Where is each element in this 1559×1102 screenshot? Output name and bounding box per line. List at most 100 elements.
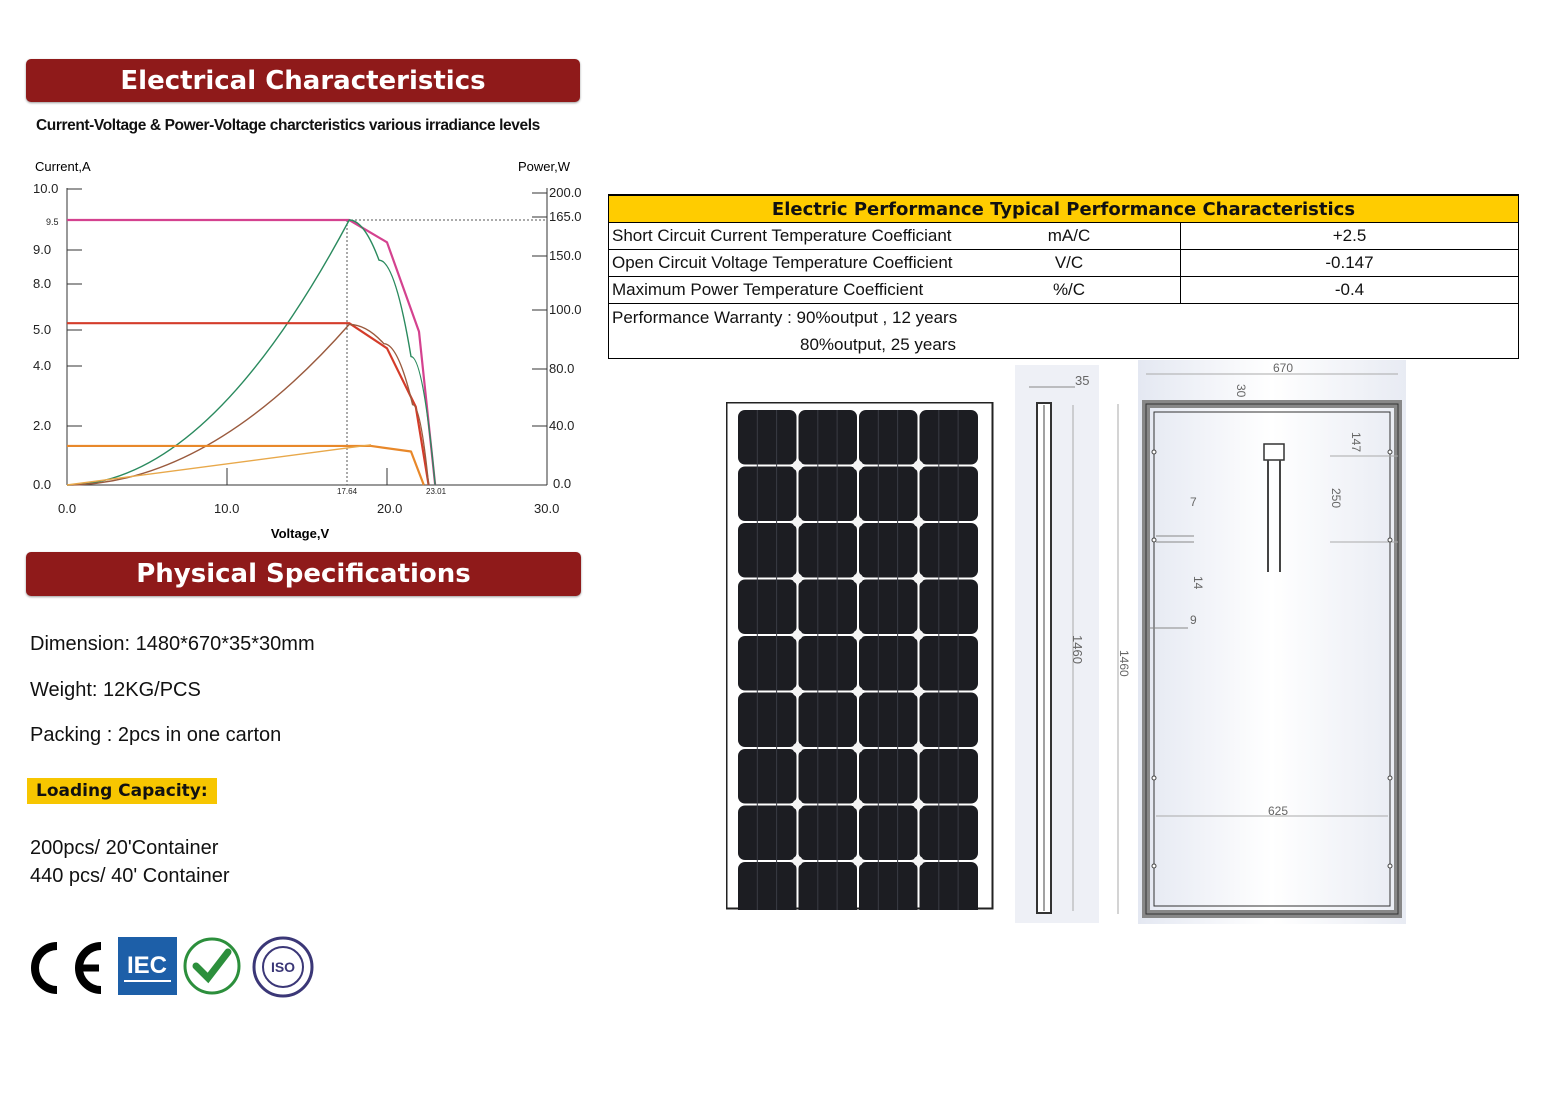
solar-cell [738, 410, 797, 465]
right-tick: 165.0 [549, 209, 582, 224]
packing-spec: Packing : 2pcs in one carton [30, 724, 282, 746]
cell-corner-gap [913, 460, 924, 471]
container-40-spec: 440 pcs/ 40' Container [30, 865, 230, 887]
x-tick: 20.0 [377, 501, 402, 516]
right-axis-label: Power,W [518, 159, 571, 174]
power-curve-1 [66, 219, 436, 486]
solar-cell [859, 862, 918, 910]
right-tick: 80.0 [549, 361, 574, 376]
back-length-dim: 1460 [1117, 650, 1131, 677]
solar-cell [919, 862, 978, 910]
dim-9: 9 [1190, 613, 1197, 627]
inner-width-dim: 625 [1268, 804, 1288, 818]
cell-corner-gap [792, 573, 803, 584]
solar-cell [738, 692, 797, 747]
cell-corner-gap [792, 460, 803, 471]
current-curve-0 [67, 218, 437, 486]
warranty-row: Performance Warranty : 90%output , 12 ye… [608, 303, 1519, 359]
solar-cell [798, 466, 857, 521]
solar-cell [798, 805, 857, 860]
cell-corner-gap [913, 799, 924, 810]
table-row: Maximum Power Temperature Coefficient %/C… [608, 276, 1519, 304]
dim-250: 250 [1329, 488, 1343, 508]
solar-panel-front-image [726, 402, 994, 910]
solar-cell [859, 579, 918, 634]
current-curve-2 [67, 322, 430, 486]
table-cell-value: -0.147 [1180, 249, 1519, 277]
solar-cell [798, 692, 857, 747]
side-depth-dim: 35 [1075, 373, 1089, 388]
power-curve-3 [66, 323, 430, 486]
left-tick: 2.0 [33, 418, 51, 433]
cell-corner-gap [792, 743, 803, 753]
solar-cell [738, 805, 797, 860]
solar-cell [919, 749, 978, 804]
container-20-spec: 200pcs/ 20'Container [30, 837, 219, 859]
left-axis-label: Current,A [35, 159, 91, 174]
cell-corner-gap [853, 460, 863, 471]
power-curve-5 [66, 444, 372, 486]
left-tick: 0.0 [33, 477, 51, 492]
dim-147: 147 [1349, 432, 1363, 452]
solar-cell [859, 466, 918, 521]
frame-30-dim: 30 [1234, 384, 1248, 398]
left-tick: 9.0 [33, 242, 51, 257]
iv-pv-chart: Current,A Power,W Voltage,V 10.0 9.5 9.0… [33, 159, 582, 541]
left-tick: 10.0 [33, 181, 58, 196]
dim-7: 7 [1190, 495, 1197, 509]
vmp-marker-label: 17.64 [337, 487, 358, 496]
panel-back-view-drawing: 670 30 147 250 7 14 9 1460 625 [1117, 360, 1406, 924]
solar-cell [798, 410, 857, 465]
cell-corner-gap [853, 743, 863, 753]
cell-corner-gap [913, 630, 924, 640]
side-length-dim: 1460 [1070, 635, 1085, 664]
cell-corner-gap [853, 573, 863, 584]
left-tick: 5.0 [33, 322, 51, 337]
cell-corner-gap [853, 686, 863, 697]
x-tick: 10.0 [214, 501, 239, 516]
cell-corner-gap [913, 856, 924, 866]
svg-text:IEC: IEC [127, 952, 167, 979]
solar-cell [798, 749, 857, 804]
solar-cell [738, 579, 797, 634]
left-tick: 9.5 [46, 217, 59, 227]
solar-cell [919, 523, 978, 578]
iec-logo-icon: IEC [118, 937, 177, 995]
x-axis-label: Voltage,V [271, 526, 330, 541]
physical-specifications-banner: Physical Specifications [26, 552, 581, 596]
solar-cell [859, 805, 918, 860]
rohs-check-icon [183, 937, 241, 995]
solar-cell [919, 692, 978, 747]
solar-cell [859, 749, 918, 804]
right-tick: 200.0 [549, 185, 582, 200]
solar-cell [738, 749, 797, 804]
solar-cell [919, 805, 978, 860]
table-row: Short Circuit Current Temperature Coeffi… [608, 222, 1519, 250]
solar-cell [919, 410, 978, 465]
cell-corner-gap [913, 573, 924, 584]
right-tick: 40.0 [549, 418, 574, 433]
solar-cell [738, 523, 797, 578]
iso-logo-icon: ISO [252, 936, 314, 998]
solar-cell [798, 862, 857, 910]
solar-cell [859, 523, 918, 578]
cell-corner-gap [792, 686, 803, 697]
ce-mark-icon [31, 942, 102, 994]
solar-cell [738, 636, 797, 691]
solar-cell [738, 466, 797, 521]
cell-corner-gap [792, 517, 803, 527]
solar-cell [919, 636, 978, 691]
cell-corner-gap [913, 686, 924, 697]
solar-cell [798, 636, 857, 691]
right-tick: 100.0 [549, 302, 582, 317]
cell-corner-gap [792, 856, 803, 866]
solar-cell [919, 579, 978, 634]
solar-cell [798, 523, 857, 578]
dim-14: 14 [1191, 576, 1205, 590]
right-tick: 0.0 [553, 476, 571, 491]
table-cell-value: +2.5 [1180, 222, 1519, 250]
panel-side-view-drawing: 35 1460 [1015, 365, 1099, 923]
chart-title: Current-Voltage & Power-Voltage charcter… [36, 117, 540, 134]
x-tick: 0.0 [58, 501, 76, 516]
solar-cell [919, 466, 978, 521]
